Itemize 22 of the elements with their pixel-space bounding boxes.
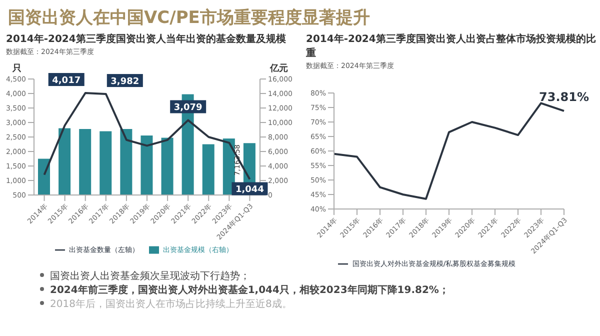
- data-label: 4,017: [52, 76, 81, 86]
- data-label: 3,982: [110, 77, 140, 88]
- y2-axis-title: 亿元: [269, 63, 288, 74]
- bar: [120, 129, 132, 195]
- chart-title: 2014年-2024第三季度国资出资人当年出资的基金数量及规模: [6, 32, 287, 46]
- text: 国资出资人出资基金频次呈现波动下行趋势；: [50, 271, 250, 282]
- bar: [140, 136, 153, 195]
- line-series: [333, 102, 565, 200]
- bar: [202, 144, 214, 195]
- text: 2018年后，国资出资人在市场占比持续上升至近8成。: [50, 299, 292, 310]
- bar: [100, 131, 112, 195]
- data-label: 3,079: [174, 103, 202, 114]
- data-label: 1,044: [235, 185, 264, 196]
- data-label: 73.81%: [539, 90, 589, 104]
- text: 国资出资人在中国VC/PE市场重要程度显著提升: [8, 7, 370, 29]
- bar: [58, 128, 71, 195]
- y-axis-title: 只: [12, 63, 22, 74]
- bar: [79, 129, 92, 195]
- bar: [161, 138, 174, 195]
- chart-title: 2014年-2024第三季度国资出资人出资占整体市场投资规模的比重: [306, 32, 597, 60]
- text: 2024年前三季度，国资出资人对外出资基金1,044只，相较2023年同期下降19.82%；: [50, 285, 449, 296]
- bar: [38, 158, 50, 195]
